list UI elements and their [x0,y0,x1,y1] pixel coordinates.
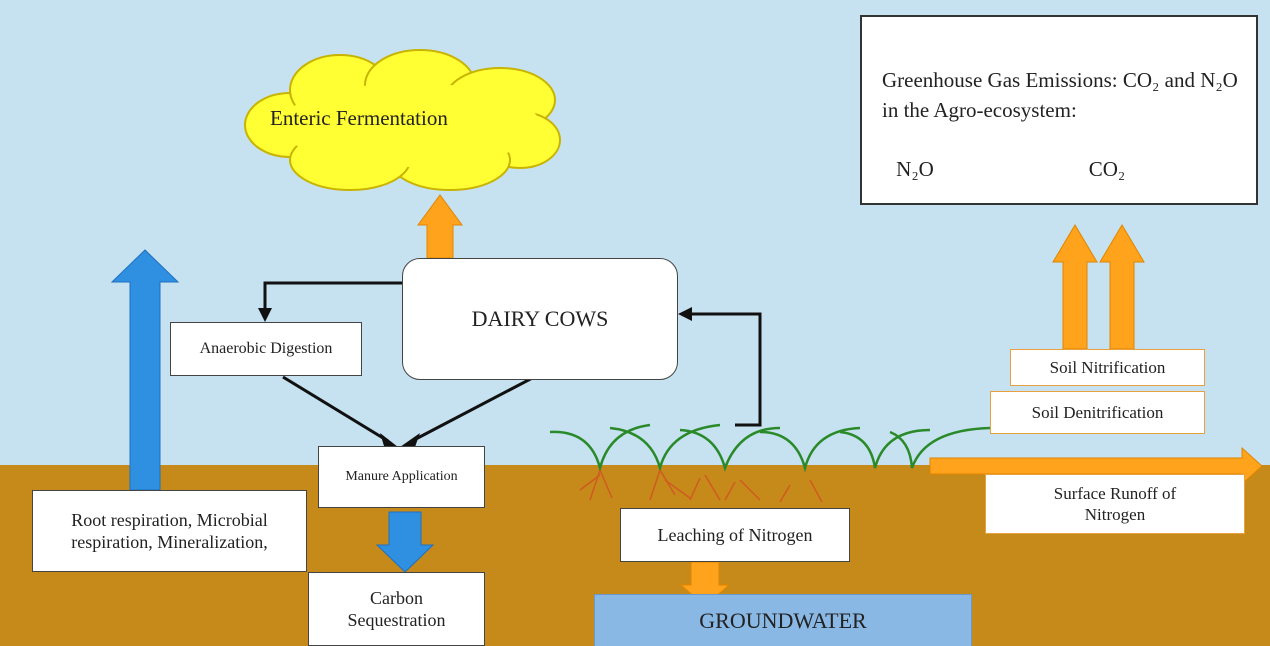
groundwater: GROUNDWATER [594,594,972,646]
legend-title: Greenhouse Gas Emissions: CO₂ and N₂O in… [882,65,1252,126]
node: Carbon Sequestration [308,572,485,646]
node: Leaching of Nitrogen [620,508,850,562]
legend-item: CO₂ [1072,153,1142,185]
diagram: Enteric Fermentation Greenhouse Gas Emis… [0,0,1270,646]
node: Soil Denitrification [990,391,1205,434]
legend-item: N₂O [880,153,950,185]
dairy-cows: DAIRY COWS [402,258,678,380]
node: Surface Runoff of Nitrogen [985,474,1245,534]
grass [550,425,990,468]
node: Root respiration, Microbial respiration,… [32,490,307,572]
node: Manure Application [318,446,485,508]
cloud-label: Enteric Fermentation [270,88,470,148]
node: Soil Nitrification [1010,349,1205,386]
node: Anaerobic Digestion [170,322,362,376]
